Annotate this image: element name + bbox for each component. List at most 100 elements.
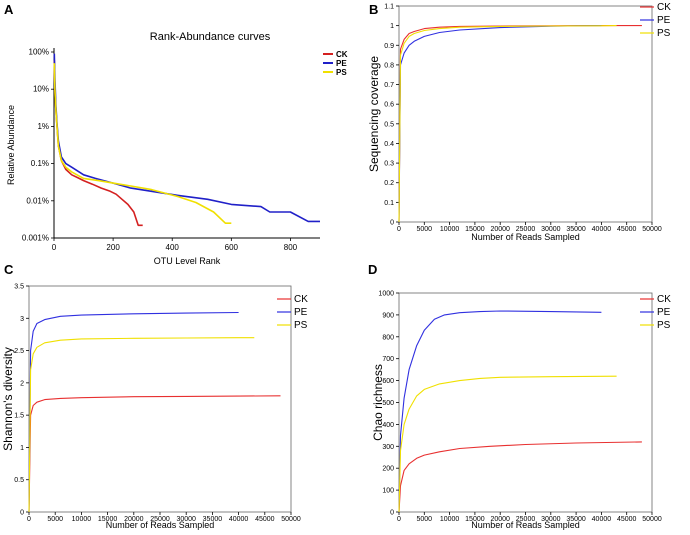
panel-b-series-pe-line [398, 25, 602, 223]
panel-c-y-tick-label: 2.5 [14, 348, 24, 355]
panel-c-x-tick-label: 45000 [255, 516, 275, 523]
panel-b-legend-label-ps: PS [657, 28, 671, 39]
panel-c-x-tick-label: 5000 [47, 516, 63, 523]
panel-c-legend-label-ps: PS [294, 320, 308, 331]
panel-a-letter: A [4, 2, 14, 17]
panel-d-y-tick-label: 900 [382, 312, 394, 319]
panel-d-y-tick-label: 200 [382, 466, 394, 473]
panel-d-letter: D [368, 262, 377, 277]
panel-c-legend-label-ck: CK [294, 294, 308, 305]
panel-a-title: Rank-Abundance curves [150, 31, 271, 43]
panel-b-y-tick-label: 0.4 [384, 141, 394, 148]
panel-b-legend-label-ck: CK [657, 2, 671, 13]
panel-c-x-tick-label: 35000 [203, 516, 223, 523]
panel-a-y-tick-label: 0.001% [22, 234, 49, 243]
panel-b-plot-frame [398, 5, 653, 223]
panel-d-y-tick-label: 600 [382, 378, 394, 385]
panel-a-x-tick-label: 200 [106, 243, 120, 252]
panel-b-sequencing-coverage: B 0 5000 10000 15000 20000 25000 30000 35000 4000… [367, 2, 671, 242]
panel-c-x-tick-label: 0 [27, 516, 31, 523]
panel-d-x-tick-label: 5000 [417, 516, 433, 523]
panel-c-x-tick-label: 20000 [124, 516, 144, 523]
panel-a-series-ps-line [53, 63, 232, 224]
panel-c-y-axis-label: Shannon's diversity [1, 347, 15, 451]
panel-c-x-axis-label: Number of Reads Sampled [106, 520, 215, 530]
panel-a-legend-label-ck: CK [336, 50, 348, 59]
panel-d-series-ck-line [398, 441, 642, 513]
panel-a-series-pe-line [53, 53, 320, 223]
panel-b-x-tick-label: 10000 [440, 226, 460, 233]
panel-c-series-ck-line [28, 395, 281, 513]
panel-a-y-tick-label: 1% [37, 122, 49, 131]
panel-b-y-tick-label: 0.3 [384, 161, 394, 168]
panel-d-x-tick-label: 30000 [541, 516, 561, 523]
panel-d-y-tick-label: 800 [382, 334, 394, 341]
panel-a-y-tick-label: 0.01% [26, 196, 49, 205]
panel-b-y-tick-label: 0.5 [384, 121, 394, 128]
panel-b-y-tick-label: 0.8 [384, 62, 394, 69]
panel-d-x-tick-label: 45000 [617, 516, 637, 523]
panel-c-y-tick-label: 3.5 [14, 284, 24, 291]
panel-d-x-tick-label: 25000 [516, 516, 536, 523]
panel-b-series-ck-line [398, 25, 642, 223]
panel-c-series-pe-line [28, 311, 239, 513]
panel-d-x-tick-label: 10000 [440, 516, 460, 523]
panel-c-y-tick-label: 2 [20, 380, 24, 387]
panel-d-legend-label-ck: CK [657, 294, 671, 305]
panel-b-x-tick-label: 5000 [417, 226, 433, 233]
panel-d-legend-label-pe: PE [657, 307, 671, 318]
panel-a-x-tick-label: 600 [225, 243, 239, 252]
panel-d-y-tick-label: 500 [382, 400, 394, 407]
panel-b-x-tick-label: 35000 [566, 226, 586, 233]
panel-a-x-tick-label: 800 [284, 243, 298, 252]
panel-c-letter: C [4, 262, 14, 277]
panel-d-y-tick-label: 400 [382, 422, 394, 429]
panel-b-series-ps-line [398, 25, 617, 223]
panel-d-y-tick-label: 700 [382, 356, 394, 363]
panel-d-x-tick-label: 40000 [592, 516, 612, 523]
panel-c-x-tick-label: 40000 [229, 516, 249, 523]
panel-d-chao-richness: D0 5000 10000 15000 20000 25000 30000 35000 4000… [368, 262, 671, 530]
panel-a-x-axis-label: OTU Level Rank [154, 256, 221, 266]
panel-d-y-tick-label: 100 [382, 488, 394, 495]
panel-b-x-tick-label: 30000 [541, 226, 561, 233]
panel-c-y-tick-label: 1.5 [14, 413, 24, 420]
panel-c-y-tick-label: 0.5 [14, 477, 24, 484]
panel-c-x-tick-label: 15000 [98, 516, 118, 523]
panel-d-x-tick-label: 15000 [465, 516, 485, 523]
panel-c-series-ps-line [28, 337, 255, 513]
panel-c-y-tick-label: 3 [20, 316, 24, 323]
panel-b-x-tick-label: 50000 [642, 226, 662, 233]
panel-a-series-ck-line [53, 60, 143, 227]
panel-d-y-tick-label: 1000 [378, 291, 394, 298]
panel-c-plot-frame [28, 285, 292, 513]
panel-b-y-tick-label: 0.6 [384, 102, 394, 109]
panel-d-x-tick-label: 20000 [490, 516, 510, 523]
panel-c-x-tick-label: 50000 [281, 516, 301, 523]
panel-b-y-tick-label: 1.1 [384, 4, 394, 11]
panel-a-legend-label-ps: PS [336, 68, 347, 77]
panel-d-series-ps-line [398, 375, 617, 513]
panel-b-x-tick-label: 45000 [617, 226, 637, 233]
panel-b-x-tick-label: 25000 [516, 226, 536, 233]
panel-d-legend-label-ps: PS [657, 320, 671, 331]
panel-a-y-tick-label: 10% [33, 85, 49, 94]
panel-b-y-axis-label: Sequencing coverage [367, 56, 381, 172]
panel-b-x-tick-label: 20000 [490, 226, 510, 233]
panel-b-y-tick-label: 0.1 [384, 200, 394, 207]
panel-b-y-tick-label: 1 [390, 23, 394, 30]
panel-d-x-tick-label: 50000 [642, 516, 662, 523]
panel-d-y-tick-label: 300 [382, 444, 394, 451]
panel-c-legend-label-pe: PE [294, 307, 308, 318]
panel-b-x-axis-label: Number of Reads Sampled [471, 232, 580, 242]
panel-c-x-tick-label: 10000 [72, 516, 92, 523]
panel-b-x-tick-label: 40000 [592, 226, 612, 233]
panel-b-letter: B [369, 2, 378, 17]
panel-b-legend-label-pe: PE [657, 15, 671, 26]
panel-c-shannon-diversity: C 0 5000 10000 15000 20000 25000 30000 35000 4000… [1, 262, 308, 530]
panel-b-y-tick-label: 0 [390, 220, 394, 227]
panel-b-y-tick-label: 0.9 [384, 43, 394, 50]
panel-b-x-tick-label: 0 [397, 226, 401, 233]
panel-d-y-axis-label: Chao richness [371, 364, 385, 441]
